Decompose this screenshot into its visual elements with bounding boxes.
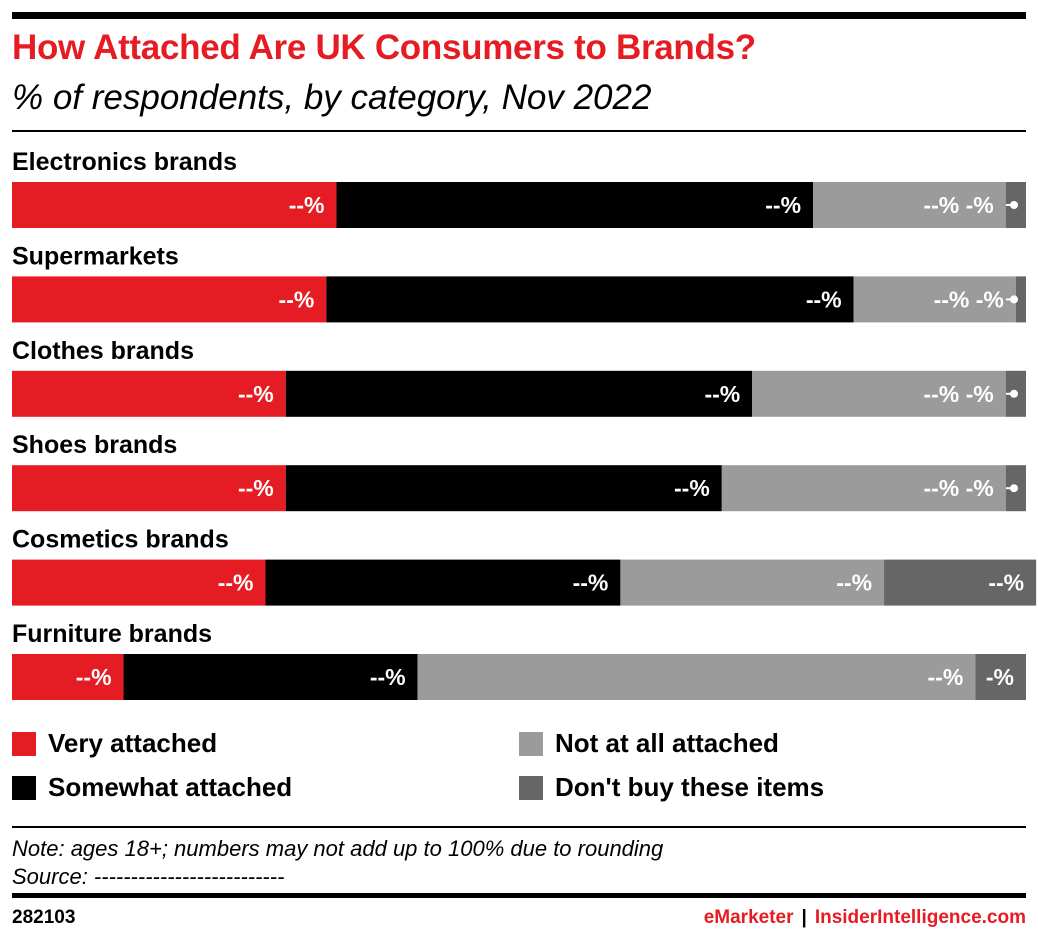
- data-label: --%: [279, 286, 315, 312]
- marker-dot: [1010, 295, 1018, 304]
- data-label: --%: [836, 570, 872, 596]
- category-label: Furniture brands: [12, 620, 212, 648]
- bar-segment: [1015, 276, 1026, 323]
- legend-label: Very attached: [48, 728, 218, 758]
- top-rule: [12, 12, 1026, 19]
- bar-segment: [265, 559, 621, 606]
- legend-item-somewhat-attached: Somewhat attached: [12, 772, 292, 803]
- marker-dot: [1010, 201, 1018, 209]
- legend-label: Not at all attached: [555, 728, 779, 758]
- bar-segment: [285, 370, 753, 417]
- data-label: --% -%: [923, 475, 993, 501]
- legend-item-very-attached: Very attached: [12, 728, 217, 759]
- brand-emarketer: eMarketer: [703, 907, 794, 928]
- bar-segment: [12, 559, 266, 606]
- bar-segment: [752, 370, 1006, 417]
- bar-segment: [853, 276, 1016, 323]
- bar-segment: [620, 559, 885, 606]
- data-label: --%: [76, 664, 112, 690]
- bar-segment: [12, 276, 327, 323]
- chart-title: How Attached Are UK Consumers to Brands?: [12, 28, 756, 67]
- brand-credit: eMarketer | InsiderIntelligence.com: [704, 907, 1026, 929]
- category-label: Supermarkets: [12, 242, 179, 270]
- legend-swatch-somewhat-attached: [12, 775, 36, 800]
- data-label: --%: [674, 475, 710, 501]
- data-label: -%: [986, 664, 1014, 690]
- bar-row: Clothes brands --% --% --% -%: [12, 337, 1026, 417]
- data-label: --%: [704, 381, 740, 407]
- bar-segment: [721, 465, 1006, 512]
- data-label: --% -%: [923, 381, 993, 407]
- data-label: --%: [370, 664, 406, 690]
- data-label: --% -%: [923, 192, 993, 218]
- footer-rule: [12, 826, 1026, 828]
- legend-swatch-not-at-all-attached: [519, 731, 543, 756]
- legend-label: Don't buy these items: [555, 772, 825, 802]
- bar-segment: [123, 654, 418, 700]
- legend-label: Somewhat attached: [48, 772, 293, 802]
- legend-item-dont-buy: Don't buy these items: [519, 772, 824, 803]
- bar-segment: [975, 654, 1026, 700]
- bar-row: Cosmetics brands --% --% --% --%: [12, 526, 1037, 606]
- chart-id: 282103: [12, 907, 76, 928]
- legend: Very attached Somewhat attached Not at a…: [0, 722, 1038, 812]
- data-label: --%: [289, 192, 325, 218]
- bar-segment: [336, 182, 814, 228]
- data-label: --%: [238, 381, 274, 407]
- source-line: Source: --------------------------: [12, 864, 285, 889]
- data-label: --%: [218, 570, 254, 596]
- data-label: --% -%: [934, 286, 1004, 312]
- category-label: Cosmetics brands: [12, 526, 229, 554]
- bottom-rule: [12, 893, 1026, 898]
- legend-swatch-very-attached: [12, 731, 36, 756]
- legend-swatch-dont-buy: [519, 775, 543, 800]
- legend-item-not-at-all-attached: Not at all attached: [519, 728, 779, 759]
- bar-segment: [12, 654, 124, 700]
- bar-segment: [285, 465, 722, 512]
- category-label: Electronics brands: [12, 148, 237, 176]
- brand-insider-intelligence: InsiderIntelligence.com: [814, 907, 1026, 928]
- chart-subtitle: % of respondents, by category, Nov 2022: [12, 78, 652, 117]
- bar-segment: [417, 654, 976, 700]
- data-label: --%: [238, 475, 274, 501]
- brand-separator: |: [801, 907, 807, 928]
- marker-dot: [1010, 389, 1018, 398]
- footnote: Note: ages 18+; numbers may not add up t…: [12, 836, 664, 861]
- bar-row: Supermarkets --% --% --% -%: [12, 242, 1026, 323]
- bar-segment: [813, 182, 1006, 228]
- data-label: --%: [765, 192, 801, 218]
- category-label: Clothes brands: [12, 337, 194, 365]
- bar-row: Shoes brands --% --% --% -%: [12, 431, 1026, 512]
- data-label: --%: [928, 664, 964, 690]
- bar-segment: [326, 276, 854, 323]
- stacked-bar-chart: Electronics brands--% --% --% -%Supermarke…: [12, 148, 1037, 700]
- bar-row: Furniture brands --% --% --% -%: [12, 620, 1026, 700]
- data-label: --%: [806, 286, 842, 312]
- bar-segment: [12, 182, 337, 228]
- marker-dot: [1010, 484, 1018, 493]
- data-label: --%: [988, 570, 1024, 596]
- header-rule: [12, 130, 1026, 132]
- bar-row: Electronics brands --% --% --% -%: [12, 148, 1026, 228]
- bar-segment: [12, 465, 286, 512]
- data-label: --%: [573, 570, 609, 596]
- category-label: Shoes brands: [12, 431, 177, 459]
- bar-segment: [884, 559, 1037, 606]
- bar-segment: [12, 370, 286, 417]
